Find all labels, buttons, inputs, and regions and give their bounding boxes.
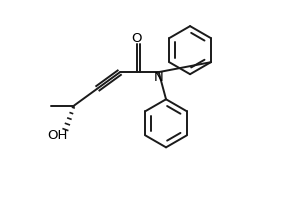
Text: O: O <box>131 32 142 45</box>
Text: N: N <box>154 71 164 84</box>
Text: OH: OH <box>47 129 68 142</box>
